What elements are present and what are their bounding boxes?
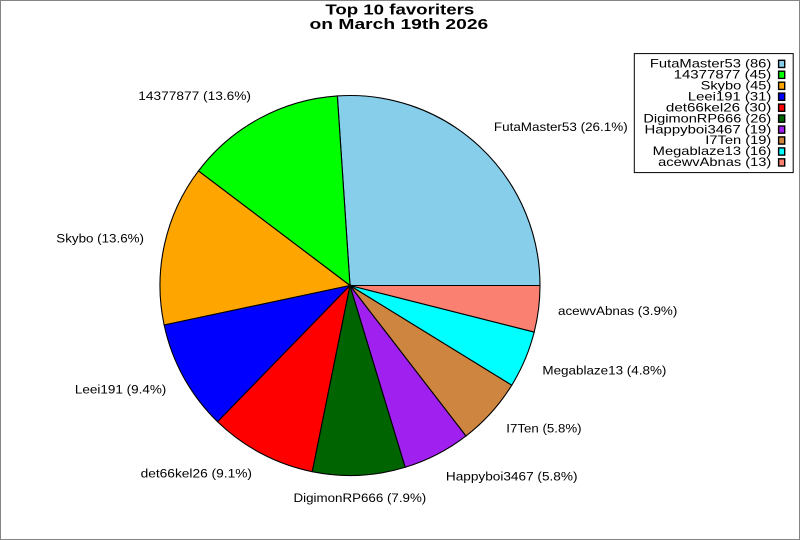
svg-text:Top 10 favoriters: Top 10 favoriters: [325, 3, 474, 19]
svg-text:Leei191 (31): Leei191 (31): [688, 89, 771, 103]
svg-text:I7Ten (19): I7Ten (19): [705, 133, 771, 147]
svg-text:Happyboi3467 (19): Happyboi3467 (19): [645, 122, 772, 136]
svg-text:I7Ten (5.8%): I7Ten (5.8%): [506, 421, 581, 435]
svg-text:FutaMaster53 (26.1%): FutaMaster53 (26.1%): [494, 120, 628, 134]
svg-text:acewvAbnas (3.9%): acewvAbnas (3.9%): [558, 304, 677, 318]
svg-text:Skybo (13.6%): Skybo (13.6%): [56, 232, 144, 246]
svg-text:14377877 (45): 14377877 (45): [674, 68, 772, 82]
svg-text:acewvAbnas (13): acewvAbnas (13): [658, 155, 771, 169]
svg-text:Happyboi3467 (5.8%): Happyboi3467 (5.8%): [446, 469, 578, 483]
svg-text:DigimonRP666 (26): DigimonRP666 (26): [643, 111, 771, 125]
svg-text:FutaMaster53 (86): FutaMaster53 (86): [650, 57, 771, 71]
svg-text:Megablaze13 (4.8%): Megablaze13 (4.8%): [542, 364, 666, 378]
svg-text:Skybo (45): Skybo (45): [701, 79, 772, 93]
svg-text:det66kel26 (9.1%): det66kel26 (9.1%): [141, 467, 252, 481]
svg-text:on March 19th 2026: on March 19th 2026: [310, 17, 489, 33]
svg-text:14377877 (13.6%): 14377877 (13.6%): [138, 89, 251, 103]
svg-text:Leei191 (9.4%): Leei191 (9.4%): [75, 383, 166, 397]
svg-text:DigimonRP666 (7.9%): DigimonRP666 (7.9%): [294, 491, 427, 505]
svg-text:Megablaze13 (16): Megablaze13 (16): [653, 144, 772, 158]
svg-text:det66kel26 (30): det66kel26 (30): [666, 100, 771, 114]
